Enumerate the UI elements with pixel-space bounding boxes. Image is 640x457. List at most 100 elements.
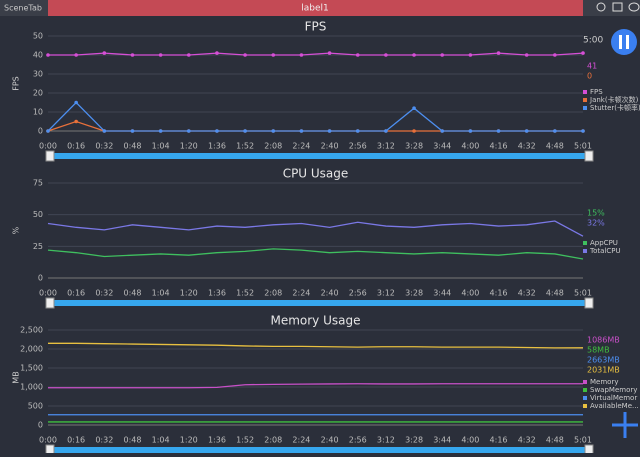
cloud-icon[interactable] xyxy=(628,2,640,12)
legend-label: AppCPU xyxy=(590,239,618,247)
x-tick-label: 3:12 xyxy=(377,142,395,151)
series-line xyxy=(48,342,584,349)
point xyxy=(440,53,445,57)
x-tick-label: 0:00 xyxy=(39,289,57,298)
x-tick-label: 0:16 xyxy=(67,436,85,445)
x-tick-label: 3:44 xyxy=(433,289,451,298)
x-tick-label: 1:20 xyxy=(180,289,198,298)
legend-label: Jank(卡顿次数) xyxy=(589,95,639,104)
x-tick-label: 1:52 xyxy=(236,289,254,298)
series-line xyxy=(47,120,583,132)
pause-button[interactable] xyxy=(611,29,637,55)
y-tick-label: 0 xyxy=(38,127,43,136)
x-tick-label: 1:04 xyxy=(152,436,170,445)
x-tick-label: 3:28 xyxy=(405,142,423,151)
point xyxy=(46,129,50,133)
x-tick-label: 3:12 xyxy=(377,436,395,445)
x-tick-label: 3:12 xyxy=(377,289,395,298)
x-tick-label: 1:04 xyxy=(152,142,170,151)
point xyxy=(74,119,78,124)
scroll-handle[interactable] xyxy=(45,150,55,162)
x-tick-label: 2:08 xyxy=(264,142,282,151)
legend-label: VirtualMemor xyxy=(590,394,637,402)
x-tick-label: 0:48 xyxy=(123,289,141,298)
point xyxy=(74,53,78,57)
x-tick-label: 4:32 xyxy=(518,289,536,298)
x-tick-label: 2:24 xyxy=(292,142,310,151)
folder-icon[interactable] xyxy=(612,2,623,12)
point xyxy=(102,51,107,55)
x-tick-label: 0:16 xyxy=(67,142,85,151)
y-axis-label: FPS xyxy=(12,76,21,91)
point xyxy=(384,129,388,133)
x-tick-label: 2:40 xyxy=(321,436,339,445)
scroll-handle[interactable] xyxy=(45,297,55,309)
legend-swatch xyxy=(583,388,587,392)
scroll-handle[interactable] xyxy=(45,444,55,456)
scrollbar-track[interactable] xyxy=(48,300,591,306)
point xyxy=(496,129,501,133)
point xyxy=(468,53,473,57)
x-tick-label: 1:52 xyxy=(236,142,254,151)
readout: 1086MB xyxy=(587,336,620,345)
legend-swatch xyxy=(583,396,587,400)
y-axis-label: % xyxy=(12,226,21,234)
point xyxy=(412,106,416,110)
x-tick-label: 0:00 xyxy=(39,142,57,151)
x-tick-label: 5:01 xyxy=(574,436,592,445)
point xyxy=(496,51,501,55)
readout: 2663MB xyxy=(587,356,620,365)
scroll-handle[interactable] xyxy=(584,150,594,162)
point xyxy=(327,129,332,133)
x-tick-label: 1:52 xyxy=(236,436,254,445)
point xyxy=(524,53,529,57)
add-button[interactable] xyxy=(612,412,638,438)
series-line xyxy=(48,52,584,56)
point xyxy=(553,129,557,133)
readout: 41 xyxy=(587,62,597,71)
scrollbar-track[interactable] xyxy=(48,153,591,159)
y-tick-label: 1,000 xyxy=(20,383,43,392)
scrollbar-track[interactable] xyxy=(48,447,591,453)
readout: 32% xyxy=(587,219,605,228)
readout: 15% xyxy=(587,209,605,218)
scroll-handle[interactable] xyxy=(584,444,594,456)
scroll-handle[interactable] xyxy=(584,297,594,309)
x-tick-label: 1:36 xyxy=(208,436,226,445)
x-tick-label: 5:01 xyxy=(574,289,592,298)
point xyxy=(299,53,304,57)
legend-label: FPS xyxy=(590,88,603,96)
y-tick-label: 500 xyxy=(28,402,43,411)
series-line xyxy=(47,248,584,260)
series-line xyxy=(47,220,584,237)
legend-label: TotalCPU xyxy=(589,247,621,255)
x-tick-label: 0:48 xyxy=(123,142,141,151)
x-tick-label: 1:36 xyxy=(208,142,226,151)
chart-title: Memory Usage xyxy=(270,314,360,328)
location-icon[interactable] xyxy=(596,2,606,12)
y-axis-label: MB xyxy=(12,371,21,383)
point xyxy=(271,53,276,57)
point xyxy=(130,53,135,57)
legend-swatch xyxy=(583,90,587,94)
x-tick-label: 3:28 xyxy=(405,436,423,445)
y-tick-label: 30 xyxy=(33,70,43,79)
point xyxy=(468,129,473,133)
chart-title: CPU Usage xyxy=(283,167,349,181)
x-tick-label: 0:16 xyxy=(67,289,85,298)
tab-title[interactable]: SceneTab xyxy=(4,4,42,13)
x-tick-label: 4:00 xyxy=(461,142,479,151)
point xyxy=(130,129,135,133)
x-tick-label: 2:08 xyxy=(264,289,282,298)
point xyxy=(581,129,585,133)
legend-swatch xyxy=(583,249,587,253)
point xyxy=(271,129,276,133)
x-tick-label: 1:20 xyxy=(180,142,198,151)
x-tick-label: 4:00 xyxy=(461,289,479,298)
y-tick-label: 0 xyxy=(38,421,43,430)
legend-label: AvailableMe... xyxy=(590,402,639,410)
y-tick-label: 40 xyxy=(33,51,43,60)
point xyxy=(186,129,191,133)
legend-swatch xyxy=(583,380,587,384)
